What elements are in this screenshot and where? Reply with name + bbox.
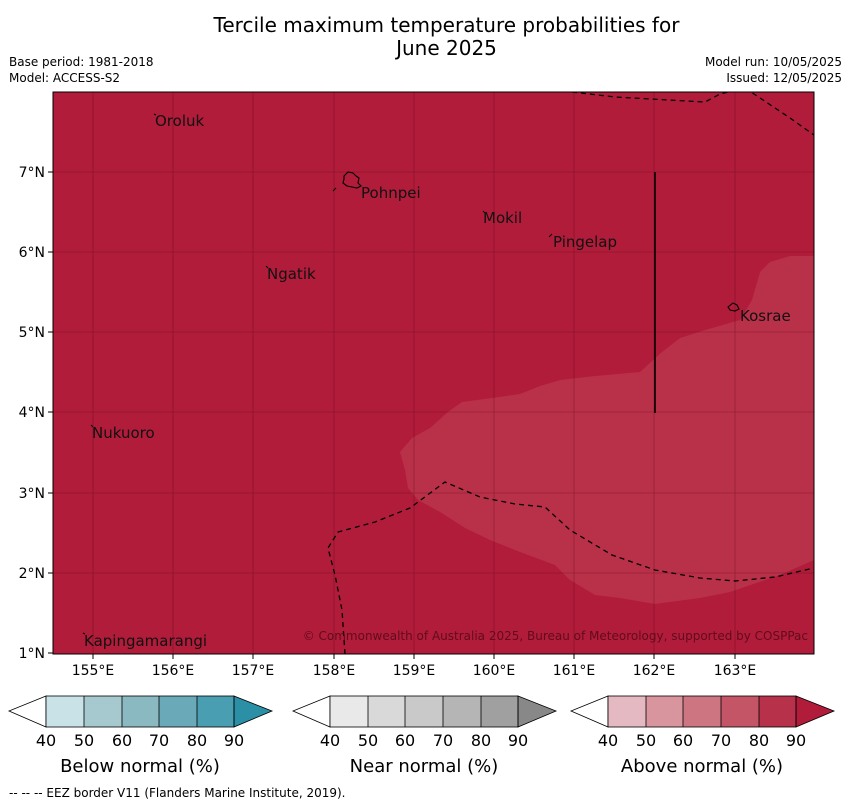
meta-left: Base period: 1981-2018 Model: ACCESS-S2: [9, 54, 154, 86]
cbar-near-title: Near normal (%): [350, 756, 499, 777]
cbar-near-tick-90: 90: [508, 731, 528, 750]
cbar-below-seg-80: [197, 696, 234, 727]
pohnpei-island: [342, 171, 362, 189]
cbar-near-tick-70: 70: [433, 731, 453, 750]
cbar-above-seg-40: [608, 696, 646, 727]
lat-tick-2: 2°N: [19, 566, 45, 582]
cbar-near-low-extend: [291, 695, 331, 728]
title-line-2: June 2025: [396, 36, 497, 60]
cbar-near-seg-50: [368, 696, 405, 727]
cbar-below-tick-50: 50: [74, 731, 94, 750]
cbar-above-seg-80: [759, 696, 796, 727]
place-label-pohnpei: Pohnpei: [361, 184, 421, 202]
colorbar-near-normal: 40 50 60 70 80 90 Near normal (%): [291, 695, 558, 777]
cbar-below-seg-60: [122, 696, 159, 727]
cbar-above-low-extend: [569, 695, 609, 728]
place-label-kosrae: Kosrae: [740, 307, 791, 325]
graticule: [53, 92, 814, 654]
cbar-above-seg-70: [721, 696, 759, 727]
lat-tick-4: 4°N: [19, 405, 45, 421]
lat-tick-7: 7°N: [19, 165, 45, 181]
cbar-near-high-extend: [517, 695, 558, 728]
cbar-above-tick-70: 70: [711, 731, 731, 750]
cbar-near-seg-40: [330, 696, 368, 727]
probability-region-70-80: [400, 256, 814, 604]
cbar-near-seg-60: [405, 696, 443, 727]
cbar-near-tick-50: 50: [358, 731, 378, 750]
place-label-ngatik: Ngatik: [267, 265, 316, 283]
colorbar-above-normal: 40 50 60 70 80 90 Above normal (%): [569, 695, 836, 777]
cbar-above-seg-60: [683, 696, 721, 727]
cbar-above-seg-50: [646, 696, 683, 727]
cbar-above-title: Above normal (%): [621, 756, 783, 777]
cbar-above-tick-40: 40: [598, 731, 618, 750]
eez-footnote: -- -- -- EEZ border V11 (Flanders Marine…: [9, 786, 346, 800]
place-label-pingelap: Pingelap: [553, 233, 617, 251]
lat-tick-1: 1°N: [19, 646, 45, 662]
cbar-above-high-extend: [795, 695, 836, 728]
place-label-mokil: Mokil: [483, 209, 522, 227]
cbar-below-seg-40: [46, 696, 84, 727]
cbar-near-tick-80: 80: [471, 731, 491, 750]
cbar-below-high-extend: [233, 695, 274, 728]
lat-tick-6: 6°N: [19, 245, 45, 261]
base-period: Base period: 1981-2018: [9, 55, 154, 69]
colorbar-below-normal: 40 50 60 70 80 90 Below normal (%): [7, 695, 274, 777]
meta-right: Model run: 10/05/2025 Issued: 12/05/2025: [705, 54, 842, 86]
cbar-below-tick-40: 40: [36, 731, 56, 750]
issued-date: Issued: 12/05/2025: [726, 71, 842, 85]
title-line-1: Tercile maximum temperature probabilitie…: [213, 13, 680, 37]
cbar-near-seg-80: [481, 696, 518, 727]
model-name: Model: ACCESS-S2: [9, 71, 121, 85]
cbar-near-tick-60: 60: [395, 731, 415, 750]
place-label-kapingamarangi: Kapingamarangi: [84, 632, 207, 650]
cbar-below-tick-60: 60: [112, 731, 132, 750]
model-run: Model run: 10/05/2025: [704, 55, 842, 69]
cbar-above-tick-80: 80: [749, 731, 769, 750]
cbar-below-title: Below normal (%): [60, 756, 220, 777]
cbar-above-tick-50: 50: [636, 731, 656, 750]
kosrae-island: [727, 302, 740, 312]
cbar-above-tick-90: 90: [786, 731, 806, 750]
map-title: Tercile maximum temperature probabilitie…: [0, 14, 850, 60]
cbar-below-low-extend: [7, 695, 47, 728]
map-frame: [52, 91, 815, 655]
lon-tick-157: 157°E: [232, 663, 275, 679]
cbar-below-tick-90: 90: [224, 731, 244, 750]
place-label-oroluk: Oroluk: [155, 112, 204, 130]
cbar-near-tick-40: 40: [320, 731, 340, 750]
cbar-above-tick-60: 60: [673, 731, 693, 750]
cbar-below-tick-80: 80: [187, 731, 207, 750]
lon-tick-160: 160°E: [473, 663, 516, 679]
place-label-nukuoro: Nukuoro: [92, 424, 155, 442]
lat-tick-3: 3°N: [19, 486, 45, 502]
axis-ticks: [48, 171, 736, 659]
atoll-marks: [82, 113, 553, 635]
lon-tick-155: 155°E: [72, 663, 115, 679]
cbar-below-tick-70: 70: [149, 731, 169, 750]
cbar-near-seg-70: [443, 696, 481, 727]
cbar-below-seg-50: [84, 696, 122, 727]
lon-tick-159: 159°E: [393, 663, 436, 679]
lon-tick-161: 161°E: [553, 663, 596, 679]
lon-tick-156: 156°E: [152, 663, 195, 679]
lat-tick-5: 5°N: [19, 325, 45, 341]
ant-atoll: [332, 187, 337, 192]
lon-tick-158: 158°E: [313, 663, 356, 679]
cbar-below-seg-70: [159, 696, 197, 727]
copyright-notice: © Commonwealth of Australia 2025, Bureau…: [303, 629, 808, 643]
lon-tick-162: 162°E: [633, 663, 676, 679]
eez-border: [327, 92, 814, 654]
lon-tick-163: 163°E: [714, 663, 757, 679]
